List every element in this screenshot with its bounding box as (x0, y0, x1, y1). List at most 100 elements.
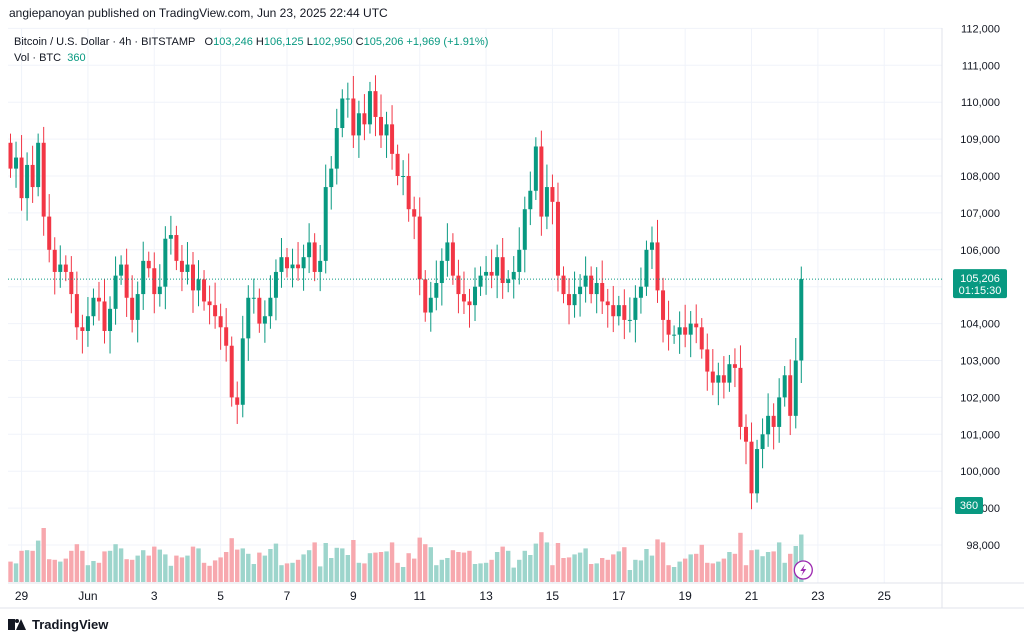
volume-bar (478, 563, 483, 582)
volume-bar (301, 554, 306, 582)
candle-body (473, 286, 478, 306)
legend-volume-row: Vol · BTC 360 (14, 50, 488, 66)
volume-bar (19, 550, 24, 582)
legend-high: 106,125 (263, 36, 304, 48)
candle-body (174, 235, 179, 261)
volume-bar (799, 534, 804, 582)
volume-bar (91, 561, 96, 582)
volume-bar (776, 542, 782, 582)
candle-body (196, 279, 201, 291)
volume-bar (417, 537, 422, 582)
candle-body (213, 305, 218, 317)
volume-bar (622, 547, 627, 582)
price-tick-label: 104,000 (960, 319, 1000, 331)
candle-body (285, 257, 289, 269)
volume-bar (113, 544, 118, 582)
candle-body (74, 294, 79, 328)
volume-bar (489, 559, 494, 582)
candle-body (91, 297, 96, 317)
volume-bar (395, 562, 400, 582)
volume-bar (494, 552, 500, 582)
volume-bar (257, 552, 262, 582)
candle-body (539, 146, 544, 217)
volume-bar (688, 554, 693, 582)
candle-body (661, 290, 666, 320)
time-tick-label: 3 (151, 589, 158, 603)
candle-body (69, 271, 74, 295)
volume-bar (190, 546, 196, 582)
candle-body (141, 260, 146, 295)
legend-low-label: L (306, 36, 313, 48)
legend-symbol[interactable]: Bitcoin / U.S. Dollar · 4h · BITSTAMP (14, 36, 196, 48)
candle-body (622, 305, 627, 320)
legend-open: 103,246 (213, 36, 253, 48)
candle-body (638, 286, 643, 298)
volume-bar (467, 550, 472, 582)
volume-bar (533, 543, 539, 582)
time-tick-label: 23 (811, 589, 825, 603)
candle-body (428, 297, 433, 313)
candle-body (616, 305, 621, 317)
volume-bar (633, 559, 638, 582)
candle-body (694, 323, 699, 328)
candle-body (207, 301, 212, 306)
legend-close: 105,206 (363, 36, 404, 48)
volume-bar (74, 544, 80, 582)
volume-bar (240, 548, 245, 582)
volume-bar (423, 544, 428, 582)
volume-bar (152, 546, 157, 582)
candle-body (423, 279, 428, 313)
candle-body (52, 249, 57, 272)
price-tick-label: 102,000 (960, 392, 1000, 404)
candle-body (688, 323, 693, 335)
volume-bar (262, 555, 268, 582)
time-tick-label: 13 (479, 589, 493, 603)
candle-body (340, 98, 345, 129)
volume-bar (207, 565, 212, 582)
candle-body (351, 98, 356, 136)
candle-body (788, 375, 793, 416)
candle-body (224, 327, 229, 346)
candle-body (755, 449, 760, 494)
price-tick-label: 101,000 (960, 429, 1000, 441)
tradingview-brand[interactable]: TradingView (8, 617, 108, 632)
volume-bar (771, 551, 776, 582)
candle-body (251, 297, 256, 299)
volume-bar (284, 563, 290, 582)
volume-bar (30, 550, 35, 582)
volume-bar (649, 555, 655, 582)
volume-bar (682, 558, 688, 582)
candle-body (152, 268, 157, 295)
volume-bar (223, 552, 229, 582)
volume-bar (511, 567, 516, 582)
volume-bar (716, 561, 721, 582)
last-volume-tag (955, 497, 983, 514)
candle-body (190, 264, 195, 291)
chart-legend: Bitcoin / U.S. Dollar · 4h · BITSTAMP O1… (14, 34, 488, 66)
candle-body (379, 116, 384, 136)
price-tick-label: 103,000 (960, 356, 1000, 368)
legend-low: 102,950 (312, 36, 353, 48)
candle-body (533, 146, 538, 191)
legend-vol-label[interactable]: Vol · BTC (14, 52, 62, 64)
candle-body (749, 441, 754, 494)
last-price-tag (953, 269, 1007, 299)
candle-body (500, 257, 505, 284)
publish-header: angiepanoyan published on TradingView.co… (0, 0, 1024, 28)
candle-body (583, 275, 588, 287)
candle-body (572, 294, 577, 306)
volume-bar (644, 549, 649, 582)
volume-bar (384, 551, 389, 582)
volume-bar (201, 562, 207, 582)
tradingview-logo-icon (8, 619, 26, 630)
volume-bar (483, 562, 489, 582)
candle-body (102, 301, 107, 331)
candle-body (19, 157, 24, 199)
volume-bar (577, 552, 583, 582)
volume-bar (80, 550, 85, 582)
volume-bar (345, 555, 351, 582)
volume-bar (389, 542, 395, 582)
candle-body (229, 345, 234, 398)
candle-body (235, 397, 240, 405)
